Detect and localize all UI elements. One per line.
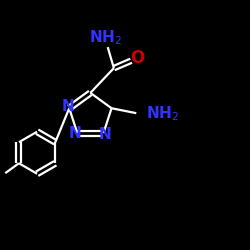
Text: O: O — [130, 49, 144, 67]
Text: N: N — [62, 100, 74, 114]
Text: N: N — [68, 126, 81, 140]
Text: N: N — [98, 127, 111, 142]
Text: NH$_2$: NH$_2$ — [146, 104, 179, 122]
Text: NH$_2$: NH$_2$ — [89, 28, 122, 46]
